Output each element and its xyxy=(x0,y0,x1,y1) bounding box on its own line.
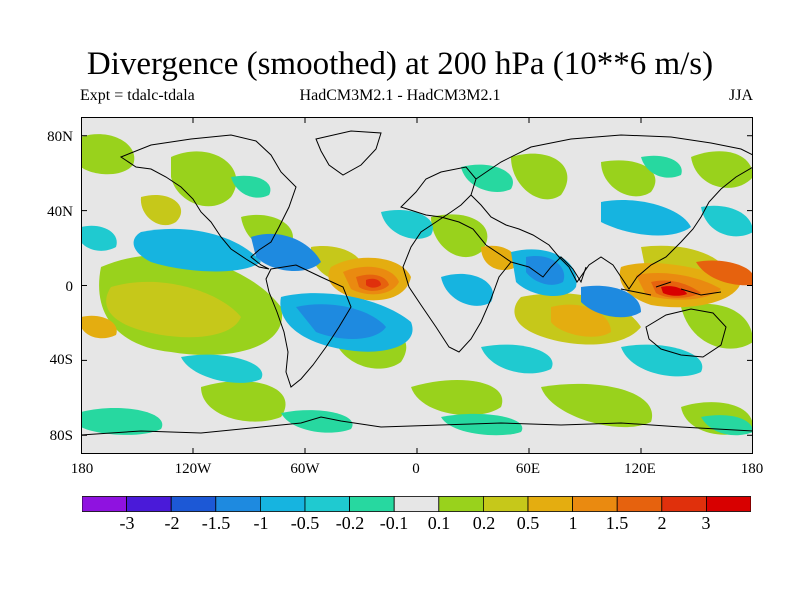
colorbar-box xyxy=(170,496,217,512)
colorbar-label: -1 xyxy=(253,513,269,533)
colorbar-box xyxy=(482,496,529,512)
lat-label-80n: 80N xyxy=(47,129,73,145)
lon-label-180w: 180 xyxy=(70,461,94,477)
colorbar-box xyxy=(706,496,751,512)
colorbar-label: 1.5 xyxy=(605,513,629,533)
colorbar-box xyxy=(527,496,573,512)
model-label: HadCM3M2.1 - HadCM3M2.1 xyxy=(299,87,501,104)
divergence-map xyxy=(81,117,753,454)
colorbar-box xyxy=(126,496,172,512)
colorbar-box xyxy=(82,496,127,512)
lat-label-0: 0 xyxy=(65,279,74,295)
lon-label-60w: 60W xyxy=(290,461,320,477)
colorbar-box xyxy=(393,496,440,512)
lat-label-80s: 80S xyxy=(49,428,73,444)
map-ticks xyxy=(81,117,753,454)
season-label: JJA xyxy=(728,87,753,104)
lon-label-0: 0 xyxy=(412,461,420,477)
colorbar-label: 0.1 xyxy=(427,513,451,533)
colorbar-box xyxy=(259,496,306,512)
colorbar-label: -0.1 xyxy=(379,513,409,533)
divergence-field xyxy=(81,134,753,436)
colorbar-box xyxy=(304,496,350,512)
colorbar-label: 0.2 xyxy=(472,513,496,533)
colorbar-label: 3 xyxy=(701,513,711,533)
colorbar-label: -3 xyxy=(119,513,135,533)
colorbar xyxy=(82,496,751,512)
colorbar-label: 1 xyxy=(568,513,578,533)
lon-label-180e: 180 xyxy=(740,461,764,477)
colorbar-label: -0.2 xyxy=(335,513,365,533)
lon-label-60e: 60E xyxy=(515,461,541,477)
colorbar-box xyxy=(616,496,663,512)
colorbar-box xyxy=(661,496,707,512)
lat-label-40n: 40N xyxy=(47,204,73,220)
lon-label-120w: 120W xyxy=(174,461,212,477)
colorbar-box xyxy=(349,496,395,512)
lat-label-40s: 40S xyxy=(49,352,73,368)
world-coastline-icon xyxy=(81,130,753,436)
colorbar-box xyxy=(215,496,261,512)
chart-title: Divergence (smoothed) at 200 hPa (10**6 … xyxy=(86,46,714,82)
colorbar-label: -0.5 xyxy=(290,513,320,533)
colorbar-label: -1.5 xyxy=(201,513,231,533)
colorbar-label: 0.5 xyxy=(516,513,540,533)
colorbar-label: 2 xyxy=(657,513,667,533)
colorbar-box xyxy=(572,496,618,512)
experiment-label: Expt = tdalc-tdala xyxy=(80,87,195,104)
lon-label-120e: 120E xyxy=(624,461,656,477)
colorbar-box xyxy=(438,496,484,512)
colorbar-label: -2 xyxy=(164,513,180,533)
